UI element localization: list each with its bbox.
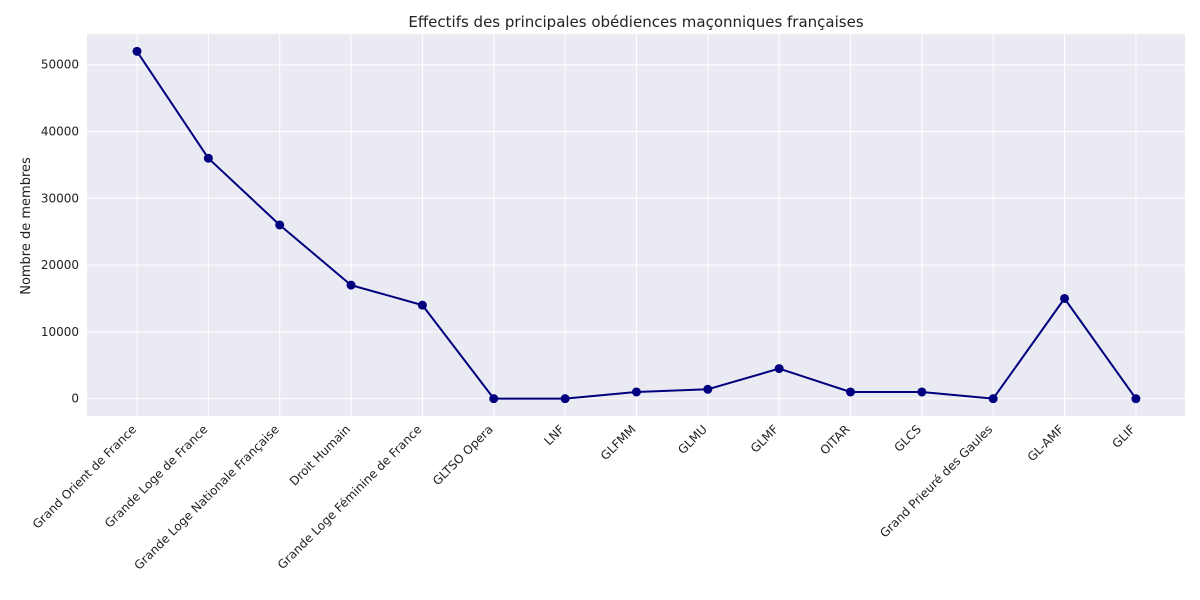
data-point (203, 153, 213, 163)
data-point (560, 394, 570, 404)
data-point (1131, 394, 1141, 404)
data-point (703, 384, 713, 394)
x-tick-label: Grand Prieuré des Gaules (877, 422, 995, 540)
x-tick-label: GLCS (891, 422, 924, 455)
data-point (132, 46, 142, 56)
y-tick-label: 40000 (41, 125, 79, 139)
x-tick-label: LNF (541, 422, 567, 448)
data-point (417, 300, 427, 310)
y-tick-label: 50000 (41, 58, 79, 72)
data-point (489, 394, 499, 404)
x-tick-label: Grande Loge Nationale Française (131, 422, 281, 572)
x-tick-label: GLMF (748, 422, 781, 455)
data-point (988, 394, 998, 404)
x-tick-label: GLIF (1109, 422, 1138, 451)
x-tick-label: Droit Humain (287, 422, 353, 488)
data-point (275, 220, 285, 230)
y-axis-ticks: 0 10000 20000 30000 40000 50000 (41, 58, 79, 406)
data-point (346, 280, 356, 290)
x-tick-label: GL-AMF (1025, 422, 1067, 464)
x-tick-label: GLTSO Opera (430, 422, 496, 488)
x-tick-label: GLMU (675, 422, 710, 457)
x-tick-label: GLFMM (598, 422, 639, 463)
chart-title: Effectifs des principales obédiences maç… (408, 13, 863, 31)
data-point (1060, 293, 1070, 303)
y-tick-label: 30000 (41, 191, 79, 205)
grid (87, 34, 1185, 416)
y-tick-label: 0 (71, 392, 79, 406)
y-axis-label: Nombre de membres (19, 157, 34, 295)
y-tick-label: 10000 (41, 325, 79, 339)
data-point (846, 387, 855, 397)
data-point (917, 387, 927, 397)
x-tick-label: Grande Loge Féminine de France (275, 422, 425, 572)
data-point (631, 387, 641, 397)
data-point (774, 364, 784, 374)
series-line (132, 46, 1141, 404)
x-tick-label: OITAR (817, 422, 852, 457)
y-tick-label: 20000 (41, 258, 79, 272)
